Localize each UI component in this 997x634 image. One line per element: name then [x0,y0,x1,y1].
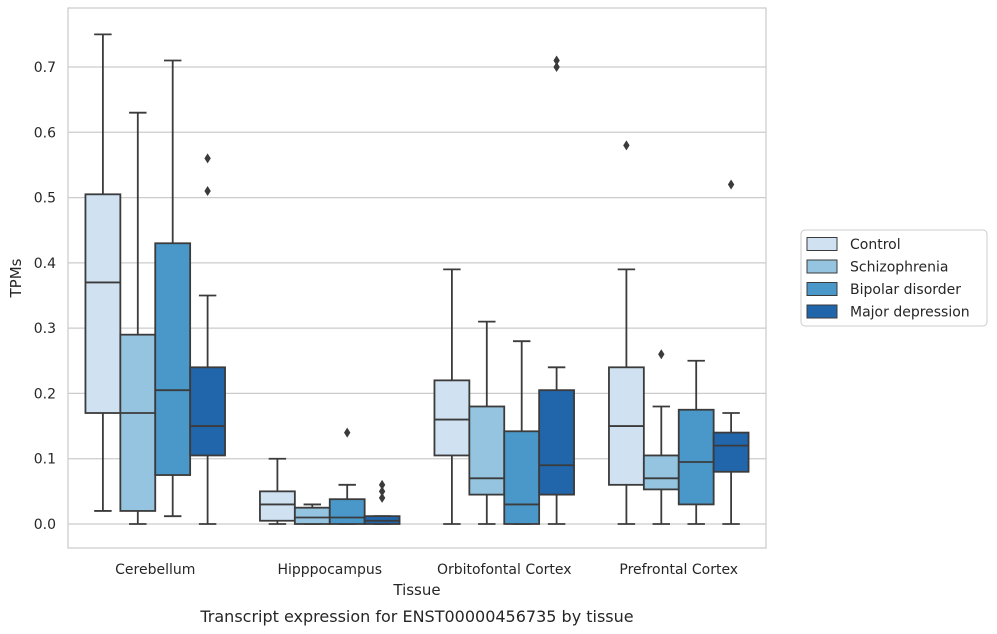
box-iqr [677,408,715,506]
boxes-layer [84,33,750,525]
legend-label: Schizophrenia [850,260,948,276]
x-tick-label: Orbitofontal Cortex [437,562,572,578]
box-control [608,140,645,525]
box-iqr [154,242,192,476]
legend-swatch [806,304,838,319]
y-axis-ticks: 0.0 0.1 0.2 0.3 0.4 0.5 0.6 0.7 [34,60,56,533]
legend-frame [800,229,988,327]
legend-swatch [806,282,838,296]
y-tick-label: 0.7 [34,60,56,76]
box-iqr [642,454,680,491]
y-tick-label: 0.4 [34,256,56,272]
box-major-depression [712,179,750,525]
legend-swatch [806,237,838,251]
box-iqr [259,490,296,522]
y-tick-label: 0.5 [34,191,56,207]
outlier-point [378,492,386,503]
box-schizophrenia [642,349,680,525]
box-schizophrenia [119,111,157,525]
legend-items: Control Schizophrenia Bipolar disorder Majo… [806,237,970,321]
outlier-point [658,349,665,360]
legend-label: Bipolar disorder [850,282,961,298]
y-tick-label: 0.0 [34,517,56,533]
box-iqr [84,193,122,414]
box-major-depression [363,479,401,525]
box-major-depression [189,153,226,525]
y-tick-label: 0.2 [34,386,56,402]
box-schizophrenia [468,320,506,525]
box-iqr [503,430,541,525]
box-control [84,33,122,512]
outlier-point [378,479,386,490]
outlier-point [204,153,211,164]
box-iqr [293,506,331,525]
legend-swatch [806,259,838,274]
box-iqr [328,498,366,525]
box-schizophrenia [293,503,331,525]
box-iqr [468,405,506,496]
box-major-depression [538,55,575,525]
y-tick-label: 0.1 [34,452,56,468]
x-axis-ticks: Cerebellum Hipppocampus Orbitofontal Corte… [115,562,738,578]
outlier-point [553,62,560,72]
x-tick-label: Hipppocampus [277,562,382,578]
box-iqr [189,366,226,457]
legend: Control Schizophrenia Bipolar disorder Majo… [800,229,988,327]
legend-label: Control [850,237,901,253]
box-iqr [712,431,750,473]
box-control [259,457,296,525]
box-control [433,268,471,525]
outlier-point [623,140,630,151]
x-tick-label: Cerebellum [115,562,195,578]
chart-caption: Transcript expression for ENST0000045673… [199,607,633,626]
y-tick-label: 0.3 [34,321,56,337]
x-tick-label: Prefrontal Cortex [619,562,738,578]
y-tick-label: 0.6 [34,125,56,141]
box-iqr [433,379,471,457]
box-bipolar-disorder [154,59,192,518]
outlier-point [204,186,211,197]
box-bipolar-disorder [503,340,541,525]
outlier-point [344,427,351,438]
outlier-point [553,55,560,66]
outlier-point [378,486,386,497]
box-bipolar-disorder [328,427,366,525]
x-axis-label: Tissue [392,581,440,599]
outlier-point [727,179,735,190]
box-iqr [119,333,157,512]
box-iqr [538,389,575,496]
plot-area-frame [67,7,767,549]
y-axis-label: TPMs [7,258,25,298]
box-bipolar-disorder [677,359,715,525]
legend-label: Major depression [850,305,970,321]
